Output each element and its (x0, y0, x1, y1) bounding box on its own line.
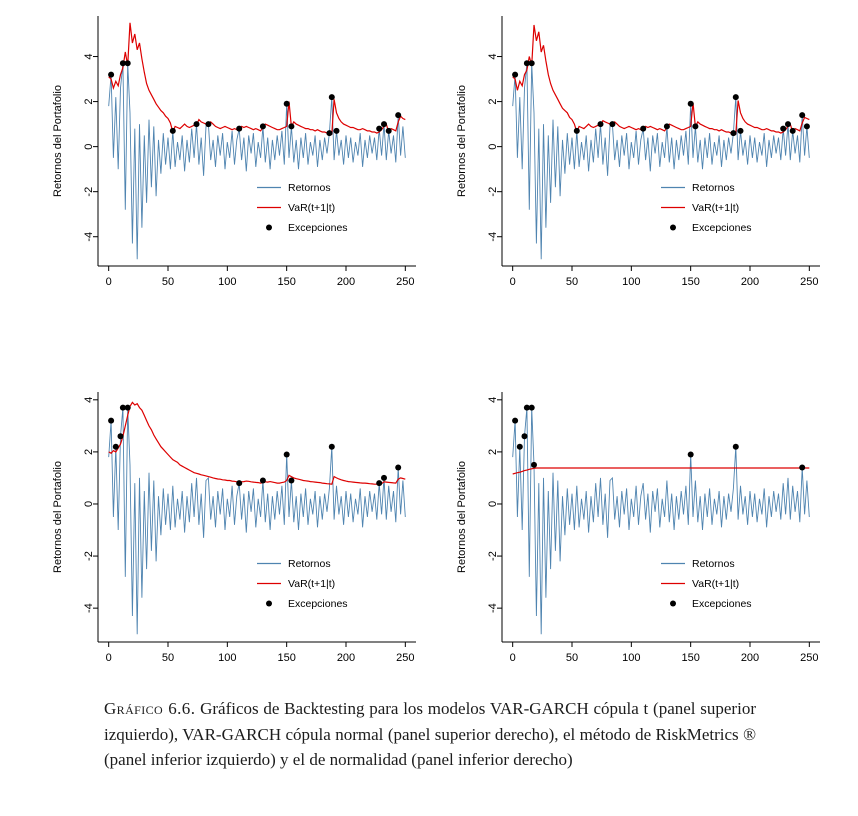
svg-text:4: 4 (487, 53, 499, 59)
svg-text:-4: -4 (487, 232, 499, 242)
svg-text:200: 200 (741, 652, 759, 664)
svg-text:250: 250 (800, 652, 818, 664)
svg-text:100: 100 (218, 652, 236, 664)
svg-text:4: 4 (83, 397, 95, 403)
svg-text:250: 250 (396, 652, 414, 664)
svg-text:4: 4 (83, 53, 95, 59)
svg-text:50: 50 (162, 652, 174, 664)
chart-var-garch-copula-normal: 0 50 100 150 200 250 -4 -2 0 2 4 Retornos del Porta… (456, 16, 820, 288)
svg-text:100: 100 (218, 276, 236, 288)
svg-text:-2: -2 (487, 551, 499, 561)
svg-text:Retornos del Portafolio: Retornos del Portafolio (52, 461, 64, 573)
svg-text:Retornos: Retornos (692, 558, 735, 570)
svg-text:2: 2 (487, 449, 499, 455)
svg-text:-2: -2 (83, 551, 95, 561)
svg-text:100: 100 (622, 652, 640, 664)
panel-var-garch-copula-normal: 0 50 100 150 200 250 -4 -2 0 2 4 Retornos del Porta… (452, 8, 832, 300)
svg-text:Excepciones: Excepciones (692, 222, 752, 234)
svg-text:0: 0 (510, 652, 516, 664)
svg-text:150: 150 (277, 652, 295, 664)
panel-riskmetrics: 0 50 100 150 200 250 -4 -2 0 2 4 Retornos del Porta… (48, 384, 428, 676)
svg-text:2: 2 (83, 99, 95, 105)
svg-text:VaR(t+1|t): VaR(t+1|t) (692, 202, 739, 214)
chart-normalidad: 0 50 100 150 200 250 -4 -2 0 2 4 Retornos del Porta… (456, 392, 820, 664)
svg-text:250: 250 (396, 276, 414, 288)
svg-text:100: 100 (622, 276, 640, 288)
svg-text:Retornos del Portafolio: Retornos del Portafolio (456, 85, 468, 197)
caption-label: Gráfico 6.6. (104, 699, 196, 718)
svg-text:150: 150 (277, 276, 295, 288)
svg-text:VaR(t+1|t): VaR(t+1|t) (288, 202, 335, 214)
svg-text:Retornos del Portafolio: Retornos del Portafolio (52, 85, 64, 197)
chart-var-garch-copula-t: 0 50 100 150 200 250 -4 -2 0 2 4 Retornos del Porta… (52, 16, 416, 288)
svg-text:0: 0 (83, 501, 95, 507)
svg-text:0: 0 (106, 276, 112, 288)
figure-caption: Gráfico 6.6. Gráficos de Backtesting par… (104, 696, 756, 773)
svg-text:Retornos: Retornos (288, 182, 331, 194)
svg-text:0: 0 (106, 652, 112, 664)
svg-text:50: 50 (566, 652, 578, 664)
svg-text:Retornos: Retornos (288, 558, 331, 570)
svg-text:Retornos: Retornos (692, 182, 735, 194)
svg-text:50: 50 (162, 276, 174, 288)
svg-text:VaR(t+1|t): VaR(t+1|t) (692, 578, 739, 590)
svg-text:-4: -4 (487, 603, 499, 613)
svg-text:150: 150 (681, 652, 699, 664)
svg-text:-4: -4 (83, 603, 95, 613)
svg-text:VaR(t+1|t): VaR(t+1|t) (288, 578, 335, 590)
svg-text:200: 200 (337, 652, 355, 664)
svg-text:Retornos del Portafolio: Retornos del Portafolio (456, 461, 468, 573)
panel-var-garch-copula-t: 0 50 100 150 200 250 -4 -2 0 2 4 Retornos del Porta… (48, 8, 428, 300)
svg-text:2: 2 (487, 99, 499, 105)
svg-text:-2: -2 (487, 187, 499, 197)
charts-grid: 0 50 100 150 200 250 -4 -2 0 2 4 Retornos del Porta… (48, 8, 832, 676)
svg-text:Excepciones: Excepciones (288, 222, 348, 234)
svg-text:250: 250 (800, 276, 818, 288)
svg-text:150: 150 (681, 276, 699, 288)
svg-text:4: 4 (487, 397, 499, 403)
svg-text:0: 0 (83, 144, 95, 150)
svg-text:-2: -2 (83, 187, 95, 197)
svg-text:0: 0 (487, 144, 499, 150)
svg-text:50: 50 (566, 276, 578, 288)
svg-text:Excepciones: Excepciones (692, 598, 752, 610)
chart-riskmetrics: 0 50 100 150 200 250 -4 -2 0 2 4 Retornos del Porta… (52, 392, 416, 664)
svg-text:0: 0 (510, 276, 516, 288)
caption-text: Gráficos de Backtesting para los modelos… (104, 699, 756, 769)
svg-text:200: 200 (337, 276, 355, 288)
panel-normalidad: 0 50 100 150 200 250 -4 -2 0 2 4 Retornos del Porta… (452, 384, 832, 676)
svg-text:200: 200 (741, 276, 759, 288)
svg-text:Excepciones: Excepciones (288, 598, 348, 610)
svg-text:2: 2 (83, 449, 95, 455)
svg-text:-4: -4 (83, 232, 95, 242)
svg-text:0: 0 (487, 501, 499, 507)
